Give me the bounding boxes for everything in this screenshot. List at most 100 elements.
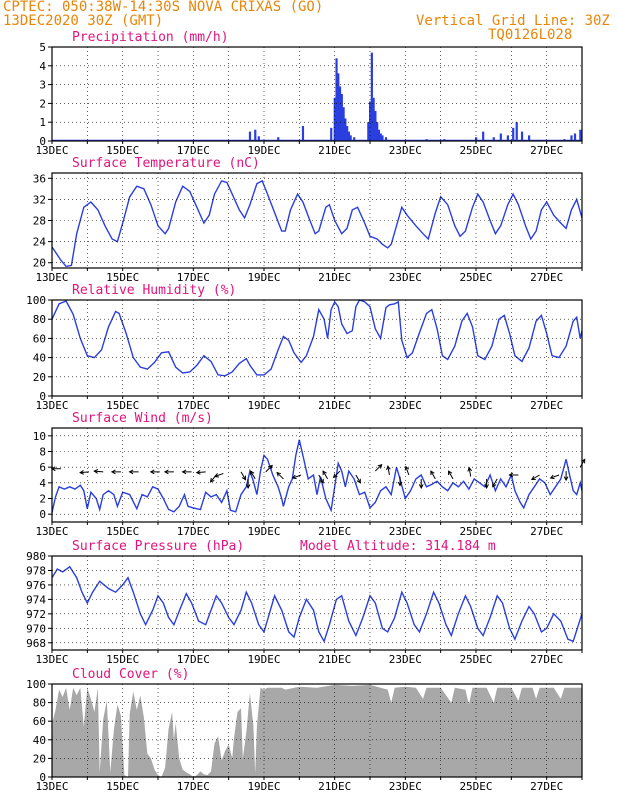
y-tick-label: 980 bbox=[26, 550, 46, 563]
x-tick-label: 25DEC bbox=[459, 653, 492, 666]
y-tick-label: 20 bbox=[33, 371, 46, 384]
wind-arrowhead bbox=[508, 472, 514, 478]
precip-bar bbox=[342, 107, 345, 141]
y-tick-label: 8 bbox=[39, 446, 46, 459]
wind-arrow bbox=[214, 472, 224, 477]
y-tick-label: 970 bbox=[26, 622, 46, 635]
wind-arrowhead bbox=[195, 470, 201, 475]
wind-arrow bbox=[318, 474, 324, 484]
x-tick-label: 25DEC bbox=[459, 780, 492, 793]
wind-arrowhead bbox=[268, 464, 273, 470]
y-tick-label: 80 bbox=[33, 697, 46, 710]
y-tick-label: 4 bbox=[39, 477, 46, 490]
y-tick-label: 5 bbox=[39, 41, 46, 54]
x-tick-label: 17DEC bbox=[177, 271, 210, 284]
x-tick-label: 17DEC bbox=[177, 399, 210, 412]
panel-frame bbox=[51, 427, 583, 523]
y-tick-label: 80 bbox=[33, 313, 46, 326]
panel-0: 0 1 2 3 4 5 13DEC 15DEC 17DEC 19DEC 21DEC 23DEC 25DE… bbox=[35, 30, 583, 157]
header-vertical-grid: Vertical Grid Line: 30Z bbox=[416, 13, 610, 29]
precip-bar bbox=[257, 136, 260, 141]
precip-bar bbox=[335, 58, 338, 141]
y-tick-label: 0 bbox=[39, 135, 46, 148]
wind-arrowhead bbox=[241, 475, 247, 481]
x-tick-label: 27DEC bbox=[530, 271, 563, 284]
precip-bar bbox=[579, 129, 582, 141]
wind-arrow bbox=[531, 474, 540, 480]
x-tick-label: 25DEC bbox=[459, 271, 492, 284]
wind-arrowhead bbox=[213, 473, 219, 478]
panel-title: Relative Humidity (%) bbox=[72, 283, 236, 298]
x-tick-label: 13DEC bbox=[35, 780, 68, 793]
wind-arrowhead bbox=[163, 469, 169, 475]
panel-frame bbox=[51, 299, 583, 397]
x-tick-label: 27DEC bbox=[530, 653, 563, 666]
x-tick-label: 27DEC bbox=[530, 525, 563, 538]
precip-bar bbox=[353, 137, 356, 141]
wind-arrow bbox=[240, 471, 246, 480]
wind-arrowhead bbox=[209, 477, 215, 483]
precip-bar bbox=[340, 94, 343, 141]
wind-arrow bbox=[276, 472, 284, 480]
precip-bar bbox=[376, 122, 379, 141]
y-tick-label: 976 bbox=[26, 579, 46, 592]
wind-arrowhead bbox=[291, 474, 297, 480]
panel-frame bbox=[51, 555, 583, 651]
y-tick-label: 100 bbox=[26, 294, 46, 307]
wind-arrow bbox=[387, 466, 390, 476]
y-tick-label: 100 bbox=[26, 678, 46, 691]
header-code: TQ0126L028 bbox=[488, 27, 573, 43]
precip-bar bbox=[372, 97, 375, 141]
panel-1: 20 24 28 32 36 13DEC 15DEC 17DEC 19DEC 21DEC 23DEC… bbox=[33, 156, 583, 284]
panel-frame bbox=[51, 683, 583, 778]
panel-3: 0 2 4 6 8 10 13DEC 15DEC 17DEC 19DEC 21DEC 23DEC 25D… bbox=[33, 411, 586, 538]
y-tick-label: 40 bbox=[33, 734, 46, 747]
wind-arrowhead bbox=[404, 465, 410, 471]
precip-bar bbox=[346, 125, 349, 141]
precip-bar bbox=[330, 127, 333, 141]
x-tick-label: 23DEC bbox=[389, 271, 422, 284]
x-tick-label: 15DEC bbox=[106, 399, 139, 412]
wind-arrow bbox=[196, 471, 206, 474]
x-tick-label: 17DEC bbox=[177, 525, 210, 538]
y-tick-label: 978 bbox=[26, 564, 46, 577]
y-tick-label: 24 bbox=[33, 236, 47, 249]
series-line bbox=[51, 179, 583, 268]
precip-bar bbox=[528, 135, 531, 141]
wind-arrowhead bbox=[549, 474, 555, 480]
wind-arrow bbox=[405, 466, 410, 476]
precip-bar bbox=[254, 129, 257, 141]
x-tick-label: 19DEC bbox=[247, 144, 280, 157]
x-tick-label: 15DEC bbox=[106, 144, 139, 157]
wind-arrowhead bbox=[245, 484, 251, 489]
x-tick-label: 17DEC bbox=[177, 144, 210, 157]
x-tick-label: 19DEC bbox=[247, 780, 280, 793]
precip-bar bbox=[377, 129, 381, 141]
panel-title: Precipitation (mm/h) bbox=[72, 30, 229, 45]
x-tick-label: 19DEC bbox=[247, 271, 280, 284]
cloud-cover-area bbox=[52, 684, 582, 777]
wind-arrowhead bbox=[110, 469, 116, 475]
wind-arrow bbox=[550, 474, 560, 479]
y-tick-label: 1 bbox=[39, 116, 46, 129]
x-tick-label: 27DEC bbox=[530, 780, 563, 793]
y-tick-label: 0 bbox=[39, 390, 46, 403]
precip-bar bbox=[367, 122, 370, 141]
wind-arrow bbox=[322, 470, 329, 480]
precip-bar bbox=[520, 131, 524, 141]
header-run-time: 13DEC2020 30Z (GMT) bbox=[3, 13, 164, 29]
precip-bar bbox=[349, 135, 352, 141]
y-tick-label: 32 bbox=[33, 193, 46, 206]
wind-arrowhead bbox=[93, 469, 99, 474]
precip-bar bbox=[482, 131, 485, 141]
wind-arrow bbox=[292, 474, 302, 479]
wind-arrowhead bbox=[319, 478, 324, 484]
y-tick-label: 0 bbox=[39, 508, 46, 521]
precip-bar bbox=[369, 101, 372, 141]
series-line bbox=[51, 439, 583, 513]
panel-title: Surface Pressure (hPa) bbox=[72, 539, 244, 554]
x-tick-label: 23DEC bbox=[389, 525, 422, 538]
x-tick-label: 17DEC bbox=[177, 653, 210, 666]
panel-5: 0 20 40 60 80 100 13DEC 15DEC 17DEC 19DEC 21DEC 23D… bbox=[26, 667, 583, 793]
